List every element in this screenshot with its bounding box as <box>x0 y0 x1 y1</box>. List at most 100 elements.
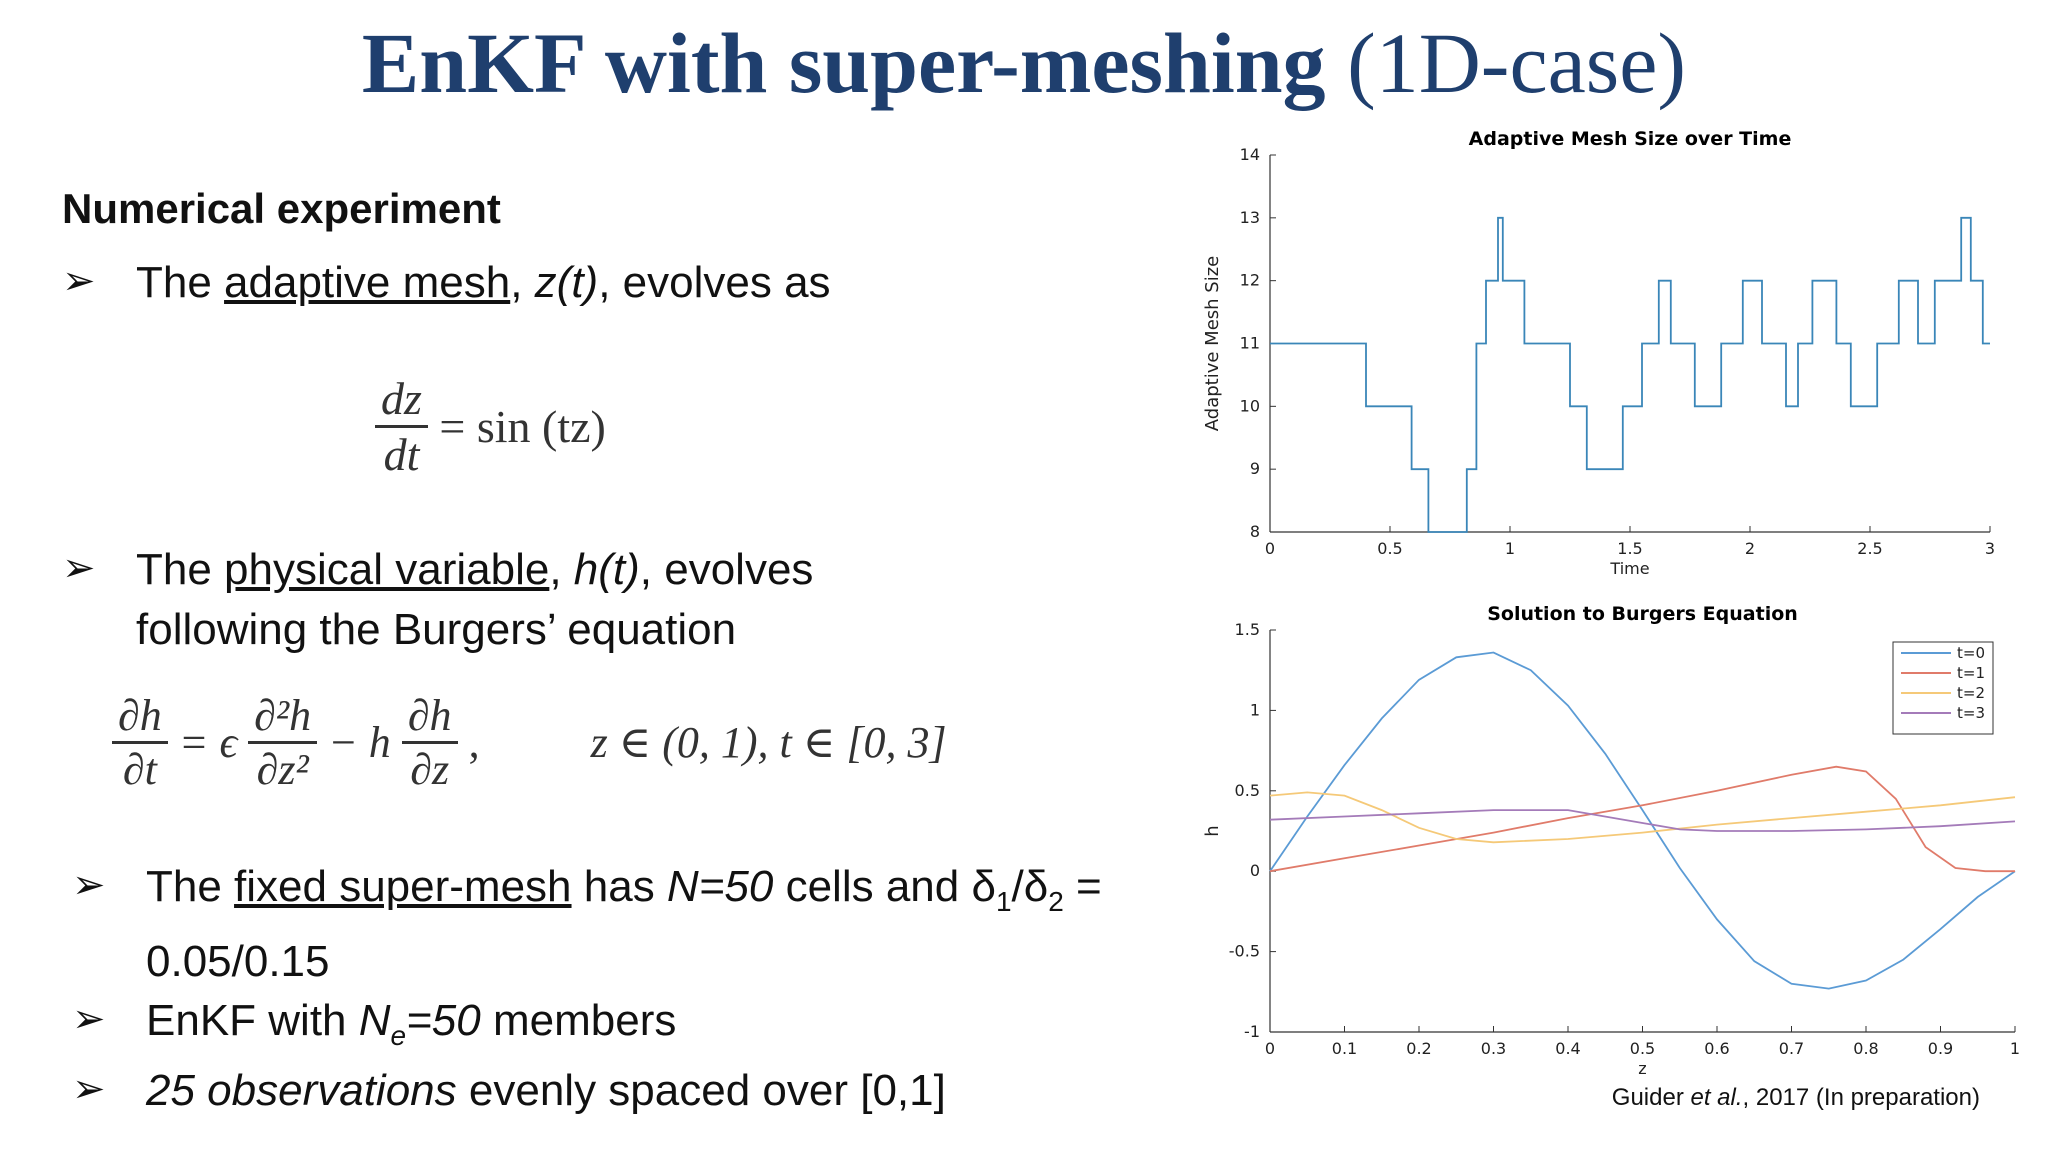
frac-numerator: ∂h <box>112 690 168 744</box>
bullet-text: cells and δ <box>773 862 996 911</box>
citation-author: Guider <box>1611 1084 1691 1111</box>
section-heading: Numerical experiment <box>62 185 501 232</box>
x-tick-label: 0.2 <box>1406 1039 1431 1058</box>
bullet-italic: 25 observations <box>146 1066 457 1115</box>
x-tick-label: 1 <box>2010 1039 2020 1058</box>
series-line-t0 <box>1269 651 2016 990</box>
legend-label: t=0 <box>1957 644 1985 662</box>
y-tick-label: 14 <box>1240 145 1260 164</box>
title-rest: (1D-case) <box>1347 15 1687 111</box>
bullet-underlined: adaptive mesh <box>224 258 511 307</box>
fraction: ∂h ∂t <box>112 690 168 795</box>
bullet-adaptive-mesh: The adaptive mesh, z(t), evolves as <box>136 253 831 313</box>
frac-denominator: ∂t <box>122 745 157 794</box>
x-axis-label: z <box>1638 1059 1646 1075</box>
x-tick-label: 0.4 <box>1555 1039 1580 1058</box>
y-tick-label: -0.5 <box>1229 942 1260 961</box>
y-tick-label: 8 <box>1250 522 1260 541</box>
bullet-text: members <box>480 996 677 1045</box>
frac-numerator: dz <box>375 372 428 428</box>
bullet-text-line2: following the Burgers’ equation <box>136 605 737 654</box>
arrow-bullet-icon: ➢ <box>62 259 96 303</box>
x-tick-label: 2 <box>1745 539 1755 558</box>
bullet-observations: 25 observations evenly spaced over [0,1] <box>146 1061 946 1121</box>
x-tick-label: 0 <box>1265 539 1275 558</box>
fraction: ∂h ∂z <box>401 690 458 795</box>
equation-operator: − h <box>328 718 391 767</box>
x-tick-label: 2.5 <box>1857 539 1882 558</box>
arrow-bullet-icon: ➢ <box>72 997 106 1041</box>
legend-label: t=1 <box>1957 664 1985 682</box>
legend-label: t=2 <box>1957 684 1985 702</box>
y-tick-label: 10 <box>1240 396 1260 415</box>
chart-burgers-solution: Solution to Burgers Equation 0 0.1 0.2 0.3 0.… <box>1202 603 2020 1075</box>
bullet-variable: =50 <box>406 996 481 1045</box>
legend-label: t=3 <box>1957 704 1985 722</box>
bullet-text: , evolves as <box>598 258 831 307</box>
arrow-bullet-icon: ➢ <box>72 863 106 907</box>
y-tick-label: -1 <box>1244 1022 1260 1041</box>
y-tick-label: 12 <box>1240 271 1260 290</box>
bullet-text: evenly spaced over [0,1] <box>456 1066 946 1115</box>
bullet-enkf-members: EnKF with Ne=50 members <box>146 991 676 1066</box>
bullet-text-line2: 0.05/0.15 <box>146 936 330 986</box>
chart-title: Solution to Burgers Equation <box>1487 603 1798 625</box>
x-tick-label: 0.3 <box>1481 1039 1506 1058</box>
frac-numerator: ∂²h <box>248 690 318 744</box>
equation-dz-dt: dz dt = sin (tz) <box>375 372 606 481</box>
x-tick-label: 0.7 <box>1779 1039 1804 1058</box>
citation-etal: et al. <box>1690 1084 1743 1111</box>
bullet-text: , <box>510 258 535 307</box>
y-tick-label: 0.5 <box>1235 781 1260 800</box>
y-axis-label: h <box>1202 825 1223 836</box>
y-tick-label: 1 <box>1250 700 1260 719</box>
fraction: ∂²h ∂z² <box>248 690 318 795</box>
bullet-text: EnKF with <box>146 996 359 1045</box>
bullet-variable: h(t) <box>573 545 640 594</box>
citation-rest: , 2017 (In preparation) <box>1742 1084 1980 1111</box>
x-tick-label: 0.9 <box>1928 1039 1953 1058</box>
series-line-t1 <box>1269 765 2015 873</box>
bullet-variable: N=50 <box>666 862 774 911</box>
y-tick-label: 9 <box>1250 459 1260 478</box>
fraction: dz dt <box>375 372 428 481</box>
bullet-text: has <box>571 862 667 911</box>
bullet-text: , evolves <box>639 545 814 594</box>
frac-denominator: ∂z² <box>256 745 309 794</box>
bullet-underlined: fixed super-mesh <box>234 862 572 911</box>
subscript: 1 <box>995 885 1012 917</box>
legend-box <box>1892 641 1994 735</box>
x-axis-label: Time <box>1609 559 1649 578</box>
bullet-physical-variable: The physical variable, h(t), evolves fol… <box>136 540 813 660</box>
subscript: 2 <box>1048 885 1064 917</box>
bullet-text: The <box>136 545 225 594</box>
arrow-bullet-icon: ➢ <box>72 1067 106 1111</box>
equation-comma: , <box>468 718 480 767</box>
bullet-super-mesh: The fixed super-mesh has N=50 cells and … <box>146 857 1102 992</box>
series-line-t3 <box>1269 809 2016 832</box>
x-tick-label: 0 <box>1265 1039 1275 1058</box>
x-tick-label: 3 <box>1985 539 1995 558</box>
y-tick-label: 13 <box>1240 208 1260 227</box>
series-line-0 <box>1270 216 1990 533</box>
arrow-bullet-icon: ➢ <box>62 546 96 590</box>
x-tick-label: 1 <box>1505 539 1515 558</box>
bullet-variable: N <box>358 996 391 1045</box>
x-tick-label: 0.8 <box>1853 1039 1878 1058</box>
slide-title: EnKF with super-meshing (1D-case) <box>0 12 2048 115</box>
frac-denominator: dt <box>383 429 420 480</box>
frac-numerator: ∂h <box>401 690 458 744</box>
bullet-text: , <box>549 545 574 594</box>
equation-burgers: ∂h ∂t = ϵ ∂²h ∂z² − h ∂h ∂z , z ∈ (0, 1), t… <box>112 690 947 795</box>
y-tick-label: 1.5 <box>1235 620 1260 639</box>
title-bold: EnKF with super-meshing <box>361 15 1326 111</box>
bullet-text: The <box>136 258 225 307</box>
y-axis-label: Adaptive Mesh Size <box>1202 256 1223 431</box>
series-line-t2 <box>1269 791 2016 844</box>
bullet-text: = <box>1063 862 1102 911</box>
y-tick-label: 11 <box>1240 334 1260 353</box>
x-tick-label: 1.5 <box>1617 539 1642 558</box>
y-tick-label: 0 <box>1250 861 1260 880</box>
x-tick-label: 0.6 <box>1704 1039 1729 1058</box>
citation: Guider et al., 2017 (In preparation) <box>1612 1084 1980 1112</box>
